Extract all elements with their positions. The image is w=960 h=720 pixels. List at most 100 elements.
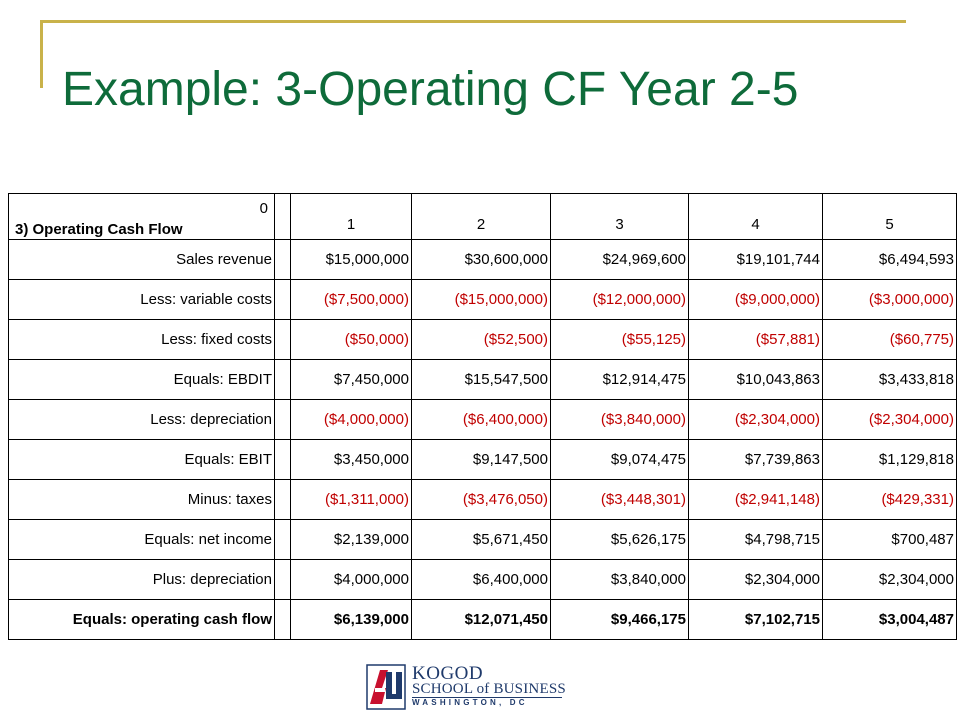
- table-header-row: 0 3) Operating Cash Flow 1 2 3 4 5: [8, 193, 957, 240]
- row-label: Less: variable costs: [8, 279, 275, 320]
- header-year-1: 1: [290, 193, 412, 240]
- header-year-4: 4: [688, 193, 823, 240]
- value-cell-year-4: ($2,941,148): [688, 479, 823, 520]
- value-cell-year-2: $12,071,450: [411, 599, 551, 640]
- spacer-cell: [274, 599, 291, 640]
- value-cell-year-5: ($60,775): [822, 319, 957, 360]
- row-label: Less: depreciation: [8, 399, 275, 440]
- logo-line-school: SCHOOL of BUSINESS: [412, 681, 566, 697]
- value-cell-year-3: ($12,000,000): [550, 279, 689, 320]
- spacer-cell: [274, 479, 291, 520]
- table-row: Equals: net income $2,139,000 $5,671,450 $5…: [8, 519, 957, 560]
- logo-divider: [412, 697, 562, 698]
- table-row: Less: depreciation ($4,000,000) ($6,400,00…: [8, 399, 957, 440]
- spacer-cell: [274, 399, 291, 440]
- value-cell-year-5: ($429,331): [822, 479, 957, 520]
- kogod-logo: KOGOD SCHOOL of BUSINESS WASHINGTON, DC: [366, 663, 566, 710]
- value-cell-year-1: $6,139,000: [290, 599, 412, 640]
- spacer-cell: [274, 439, 291, 480]
- logo-wordmark: KOGOD SCHOOL of BUSINESS WASHINGTON, DC: [410, 663, 566, 710]
- value-cell-year-1: $4,000,000: [290, 559, 412, 600]
- spacer-cell: [274, 239, 291, 280]
- table-row: Equals: EBIT $3,450,000 $9,147,500 $9,074,4…: [8, 439, 957, 480]
- spacer-cell: [274, 519, 291, 560]
- spacer-cell: [274, 359, 291, 400]
- value-cell-year-4: $7,102,715: [688, 599, 823, 640]
- value-cell-year-1: ($1,311,000): [290, 479, 412, 520]
- value-cell-year-2: $15,547,500: [411, 359, 551, 400]
- logo-line-kogod: KOGOD: [412, 663, 484, 684]
- spacer-cell: [274, 193, 291, 240]
- header-label-cell: 0 3) Operating Cash Flow: [8, 193, 275, 240]
- spacer-cell: [274, 319, 291, 360]
- header-year-zero: 0: [259, 200, 268, 217]
- value-cell-year-2: $9,147,500: [411, 439, 551, 480]
- header-year-5: 5: [822, 193, 957, 240]
- value-cell-year-5: $3,004,487: [822, 599, 957, 640]
- value-cell-year-2: $5,671,450: [411, 519, 551, 560]
- value-cell-year-3: ($55,125): [550, 319, 689, 360]
- row-label: Equals: EBDIT: [8, 359, 275, 400]
- value-cell-year-3: $9,466,175: [550, 599, 689, 640]
- value-cell-year-1: $3,450,000: [290, 439, 412, 480]
- table-row: Less: fixed costs ($50,000) ($52,500) ($55,…: [8, 319, 957, 360]
- value-cell-year-1: ($4,000,000): [290, 399, 412, 440]
- value-cell-year-2: $6,400,000: [411, 559, 551, 600]
- row-label: Sales revenue: [8, 239, 275, 280]
- value-cell-year-1: ($7,500,000): [290, 279, 412, 320]
- value-cell-year-1: $2,139,000: [290, 519, 412, 560]
- value-cell-year-3: $5,626,175: [550, 519, 689, 560]
- value-cell-year-4: $2,304,000: [688, 559, 823, 600]
- value-cell-year-2: ($52,500): [411, 319, 551, 360]
- spacer-cell: [274, 559, 291, 600]
- value-cell-year-4: ($57,881): [688, 319, 823, 360]
- value-cell-year-1: ($50,000): [290, 319, 412, 360]
- table-row: Equals: operating cash flow $6,139,000 $12…: [8, 599, 957, 640]
- row-label: Minus: taxes: [8, 479, 275, 520]
- row-label: Equals: EBIT: [8, 439, 275, 480]
- value-cell-year-5: $2,304,000: [822, 559, 957, 600]
- slide-title: Example: 3-Operating CF Year 2-5: [62, 63, 799, 116]
- operating-cash-flow-table: 0 3) Operating Cash Flow 1 2 3 4 5 Sales…: [8, 193, 957, 640]
- american-university-mark-icon: [366, 664, 406, 710]
- value-cell-year-4: $4,798,715: [688, 519, 823, 560]
- row-label: Equals: net income: [8, 519, 275, 560]
- header-year-2: 2: [411, 193, 551, 240]
- value-cell-year-5: ($2,304,000): [822, 399, 957, 440]
- value-cell-year-3: $9,074,475: [550, 439, 689, 480]
- value-cell-year-4: ($9,000,000): [688, 279, 823, 320]
- table-row: Sales revenue $15,000,000 $30,600,000 $24,9…: [8, 239, 957, 280]
- row-label: Plus: depreciation: [8, 559, 275, 600]
- header-year-3: 3: [550, 193, 689, 240]
- value-cell-year-3: $12,914,475: [550, 359, 689, 400]
- value-cell-year-5: $3,433,818: [822, 359, 957, 400]
- accent-line-vertical: [40, 20, 43, 88]
- value-cell-year-2: $30,600,000: [411, 239, 551, 280]
- value-cell-year-5: $1,129,818: [822, 439, 957, 480]
- logo-line-location: WASHINGTON, DC: [412, 698, 528, 707]
- value-cell-year-5: $700,487: [822, 519, 957, 560]
- value-cell-year-1: $15,000,000: [290, 239, 412, 280]
- value-cell-year-5: ($3,000,000): [822, 279, 957, 320]
- value-cell-year-2: ($15,000,000): [411, 279, 551, 320]
- value-cell-year-3: $3,840,000: [550, 559, 689, 600]
- value-cell-year-3: ($3,448,301): [550, 479, 689, 520]
- value-cell-year-1: $7,450,000: [290, 359, 412, 400]
- row-label: Less: fixed costs: [8, 319, 275, 360]
- row-label: Equals: operating cash flow: [8, 599, 275, 640]
- table-row: Minus: taxes ($1,311,000) ($3,476,050) ($3,…: [8, 479, 957, 520]
- value-cell-year-3: $24,969,600: [550, 239, 689, 280]
- table-row: Less: variable costs ($7,500,000) ($15,000…: [8, 279, 957, 320]
- value-cell-year-3: ($3,840,000): [550, 399, 689, 440]
- value-cell-year-4: $10,043,863: [688, 359, 823, 400]
- value-cell-year-2: ($6,400,000): [411, 399, 551, 440]
- accent-line-horizontal: [40, 20, 906, 23]
- table-row: Equals: EBDIT $7,450,000 $15,547,500 $12,91…: [8, 359, 957, 400]
- table-row: Plus: depreciation $4,000,000 $6,400,000 $3…: [8, 559, 957, 600]
- value-cell-year-5: $6,494,593: [822, 239, 957, 280]
- header-label: 3) Operating Cash Flow: [15, 221, 183, 238]
- value-cell-year-4: $7,739,863: [688, 439, 823, 480]
- value-cell-year-2: ($3,476,050): [411, 479, 551, 520]
- value-cell-year-4: $19,101,744: [688, 239, 823, 280]
- value-cell-year-4: ($2,304,000): [688, 399, 823, 440]
